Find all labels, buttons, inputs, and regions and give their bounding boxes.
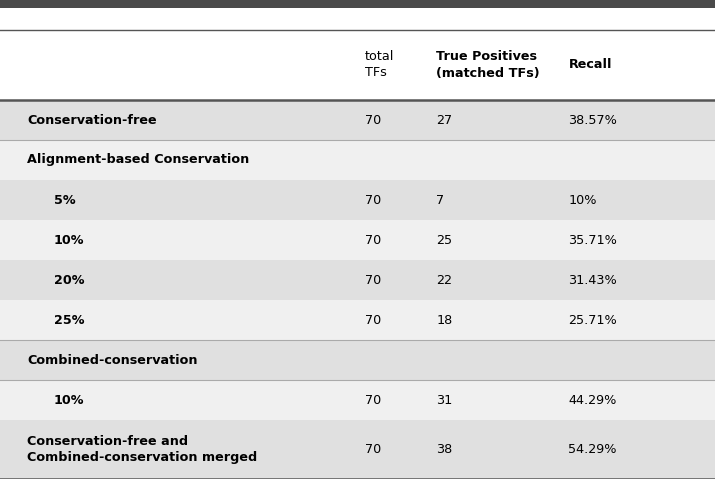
Text: 25: 25 — [436, 233, 453, 247]
Bar — [0, 420, 715, 479]
Text: Alignment-based Conservation: Alignment-based Conservation — [27, 153, 250, 167]
Text: Recall: Recall — [568, 58, 612, 71]
Text: 70: 70 — [365, 313, 381, 327]
Text: 10%: 10% — [568, 194, 597, 206]
Text: 10%: 10% — [54, 394, 84, 407]
Text: 38: 38 — [436, 443, 453, 456]
Text: Conservation-free: Conservation-free — [27, 114, 157, 126]
Text: 25%: 25% — [54, 313, 84, 327]
Text: 10%: 10% — [54, 233, 84, 247]
Text: 70: 70 — [365, 394, 381, 407]
Bar — [0, 8, 715, 30]
Text: 7: 7 — [436, 194, 444, 206]
Text: True Positives
(matched TFs): True Positives (matched TFs) — [436, 50, 540, 80]
Text: 18: 18 — [436, 313, 453, 327]
Text: total
TFs: total TFs — [365, 50, 394, 80]
Bar — [0, 30, 715, 100]
Text: 70: 70 — [365, 233, 381, 247]
Text: 44.29%: 44.29% — [568, 394, 617, 407]
Bar — [0, 220, 715, 260]
Bar — [0, 260, 715, 300]
Bar — [0, 180, 715, 220]
Text: 27: 27 — [436, 114, 453, 126]
Text: 70: 70 — [365, 114, 381, 126]
Bar — [0, 340, 715, 380]
Text: Conservation-free and
Combined-conservation merged: Conservation-free and Combined-conservat… — [27, 435, 257, 464]
Bar — [0, 0, 715, 8]
Text: 5%: 5% — [54, 194, 75, 206]
Text: 22: 22 — [436, 274, 452, 286]
Bar — [0, 380, 715, 420]
Bar — [0, 300, 715, 340]
Text: 20%: 20% — [54, 274, 84, 286]
Bar — [0, 140, 715, 180]
Text: 35.71%: 35.71% — [568, 233, 617, 247]
Bar — [0, 100, 715, 140]
Text: 70: 70 — [365, 443, 381, 456]
Text: Combined-conservation: Combined-conservation — [27, 354, 197, 366]
Text: 70: 70 — [365, 194, 381, 206]
Text: 31: 31 — [436, 394, 453, 407]
Text: 54.29%: 54.29% — [568, 443, 617, 456]
Text: 31.43%: 31.43% — [568, 274, 617, 286]
Text: 70: 70 — [365, 274, 381, 286]
Text: 25.71%: 25.71% — [568, 313, 617, 327]
Text: 38.57%: 38.57% — [568, 114, 617, 126]
